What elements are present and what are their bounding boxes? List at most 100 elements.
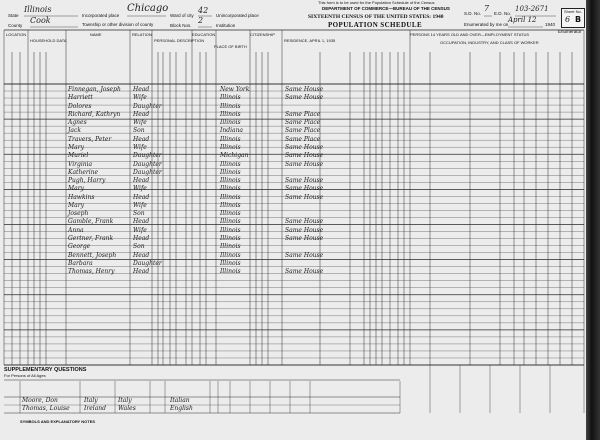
row-name: Katherine <box>68 168 99 176</box>
row-name: Thomas, Henry <box>68 268 115 276</box>
row-relation: Daughter <box>133 259 162 267</box>
row-relation: Daughter <box>133 152 162 160</box>
row-relation: Wife <box>133 143 147 151</box>
census-sheet: This form is to be used for the Populati… <box>0 0 586 440</box>
birthplace-header: PLACE OF BIRTH <box>214 44 247 49</box>
schedule-title: POPULATION SCHEDULE <box>328 21 423 29</box>
sd-value: 7 <box>484 4 490 13</box>
enumerated-date: April 12 <box>508 16 537 24</box>
row-name: Harriett <box>68 94 93 102</box>
institution-label: Institution <box>216 23 236 28</box>
ed-value: 103-2671 <box>515 5 549 13</box>
row-residence: Same House <box>285 152 324 160</box>
row-residence: Same House <box>285 86 324 93</box>
ward-label: Ward of city <box>170 13 194 18</box>
row-birthplace: Illinois <box>220 243 241 251</box>
row-residence: Same House <box>285 226 324 234</box>
enumerator-label: Enumerator <box>558 29 582 34</box>
row-relation: Wife <box>133 119 147 127</box>
row-relation: Head <box>133 86 150 93</box>
row-relation: Head <box>133 235 150 243</box>
row-residence: Same Place <box>285 135 321 143</box>
row-relation: Son <box>133 127 145 135</box>
row-relation: Daughter <box>133 168 162 176</box>
row-birthplace: Illinois <box>220 218 241 226</box>
education-header: EDUCATION <box>192 32 216 37</box>
row-name: Richard, Kathryn <box>68 110 121 118</box>
row-relation: Head <box>133 268 150 276</box>
row-name: Agnes <box>68 119 87 127</box>
sheet-number-box: Sheet No. 6 B <box>561 8 585 28</box>
explanatory-notes-title: SYMBOLS AND EXPLANATORY NOTES <box>20 419 96 424</box>
row-residence: Same Place <box>285 127 321 135</box>
row-birthplace: Illinois <box>220 110 241 118</box>
row-birthplace: Illinois <box>220 201 241 209</box>
supplementary-mother-birthplace: Wales <box>118 405 136 412</box>
relation-header: RELATION <box>132 32 152 37</box>
row-birthplace: Illinois <box>220 102 241 110</box>
row-residence: Same House <box>285 160 324 168</box>
county-label: County <box>8 23 23 28</box>
row-relation: Head <box>133 135 150 143</box>
residence-header: RESIDENCE, APRIL 1, 1935 <box>284 38 336 43</box>
row-relation: Head <box>133 218 150 226</box>
supplementary-mother-birthplace: Italy <box>118 397 132 404</box>
row-residence: Same House <box>285 268 324 276</box>
unincorporated-label: Unincorporated place <box>216 13 259 18</box>
row-birthplace: Illinois <box>220 177 241 185</box>
sheet-number: 6 <box>565 15 571 24</box>
supplementary-language: English <box>170 405 193 412</box>
row-relation: Head <box>133 251 150 259</box>
scan-edge <box>586 0 600 440</box>
row-name: Pugh, Harry <box>68 177 106 185</box>
row-name: Bennett, Joseph <box>68 251 117 259</box>
year-label: 1940 <box>545 22 556 27</box>
row-residence: Same House <box>285 235 324 243</box>
supplementary-name: Thomas, Louise <box>22 405 70 412</box>
row-birthplace: Michigan <box>220 152 249 160</box>
enumerated-label: Enumerated by me on <box>464 22 509 27</box>
row-birthplace: Illinois <box>220 251 241 259</box>
row-birthplace: Illinois <box>220 185 241 193</box>
schedule-grid <box>3 15 585 414</box>
citizenship-header: CITIZENSHIP <box>250 32 275 37</box>
row-birthplace: Illinois <box>220 119 241 127</box>
row-relation: Wife <box>133 94 147 102</box>
row-name: Gamble, Frank <box>68 218 114 226</box>
row-birthplace: Illinois <box>220 268 241 276</box>
row-residence: Same Place <box>285 119 321 127</box>
row-birthplace: Illinois <box>220 210 241 218</box>
county-value: Cook <box>30 16 51 25</box>
supplementary-father-birthplace: Italy <box>84 397 98 404</box>
supplementary-language: Italian <box>170 397 190 404</box>
row-residence: Same House <box>285 193 324 201</box>
row-name: Joseph <box>68 210 89 218</box>
row-birthplace: Illinois <box>220 168 241 176</box>
state-value: Illinois <box>24 5 52 14</box>
row-name: Jack <box>68 127 81 135</box>
row-relation: Wife <box>133 226 147 234</box>
row-birthplace: Illinois <box>220 193 241 201</box>
row-name: Travers, Peter <box>68 135 112 143</box>
row-relation: Head <box>133 110 150 118</box>
row-birthplace: Illinois <box>220 143 241 151</box>
department-heading: DEPARTMENT OF COMMERCE—BUREAU OF THE CEN… <box>322 6 450 11</box>
personal-header: PERSONAL DESCRIPTION <box>154 38 205 43</box>
employment-header: PERSONS 14 YEARS OLD AND OVER—EMPLOYMENT… <box>410 32 530 37</box>
row-birthplace: New York <box>220 86 250 93</box>
row-residence: Same House <box>285 251 324 259</box>
row-name: Dolores <box>68 102 92 110</box>
row-relation: Son <box>133 210 145 218</box>
row-relation: Head <box>133 177 150 185</box>
place-label: Incorporated place <box>82 13 120 18</box>
row-birthplace: Illinois <box>220 160 241 168</box>
row-birthplace: Illinois <box>220 226 241 234</box>
row-name: Muriel <box>68 152 89 160</box>
row-birthplace: Illinois <box>220 235 241 243</box>
sheet-label: Sheet No. <box>564 9 582 14</box>
sheet-side: B <box>575 15 582 24</box>
census-title: SIXTEENTH CENSUS OF THE UNITED STATES: 1… <box>308 14 444 20</box>
row-relation: Daughter <box>133 102 162 110</box>
supplementary-title: SUPPLEMENTARY QUESTIONS <box>4 367 87 373</box>
place-value: Chicago <box>127 3 169 14</box>
